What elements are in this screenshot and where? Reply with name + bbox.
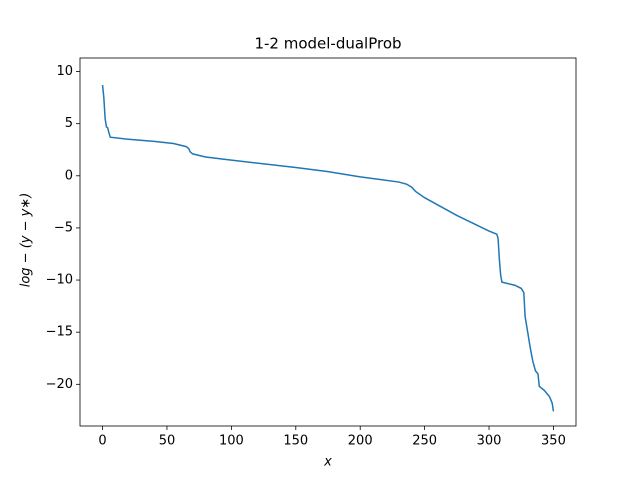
x-tick-label: 300 bbox=[477, 434, 502, 449]
x-tick-label: 200 bbox=[348, 434, 373, 449]
x-tick-label: 150 bbox=[283, 434, 308, 449]
y-axis-label: log − (y − y∗) bbox=[19, 193, 34, 288]
x-axis-label: x bbox=[323, 455, 332, 470]
plot-frame bbox=[79, 57, 577, 427]
x-tick-label: 0 bbox=[98, 434, 106, 449]
y-tick-label: −15 bbox=[46, 325, 73, 340]
y-tick-label: −5 bbox=[54, 220, 73, 235]
y-tick-label: 5 bbox=[65, 116, 73, 131]
y-tick-label: 10 bbox=[56, 64, 73, 79]
x-tick-label: 350 bbox=[541, 434, 566, 449]
y-tick-label: 0 bbox=[65, 168, 73, 183]
x-tick-label: 250 bbox=[412, 434, 437, 449]
y-tick-label: −20 bbox=[46, 377, 73, 392]
y-tick-label: −10 bbox=[46, 273, 73, 288]
x-tick-label: 100 bbox=[219, 434, 244, 449]
chart-title: 1-2 model-dualProb bbox=[254, 35, 401, 53]
data-line bbox=[101, 85, 555, 412]
x-tick-label: 50 bbox=[159, 434, 176, 449]
